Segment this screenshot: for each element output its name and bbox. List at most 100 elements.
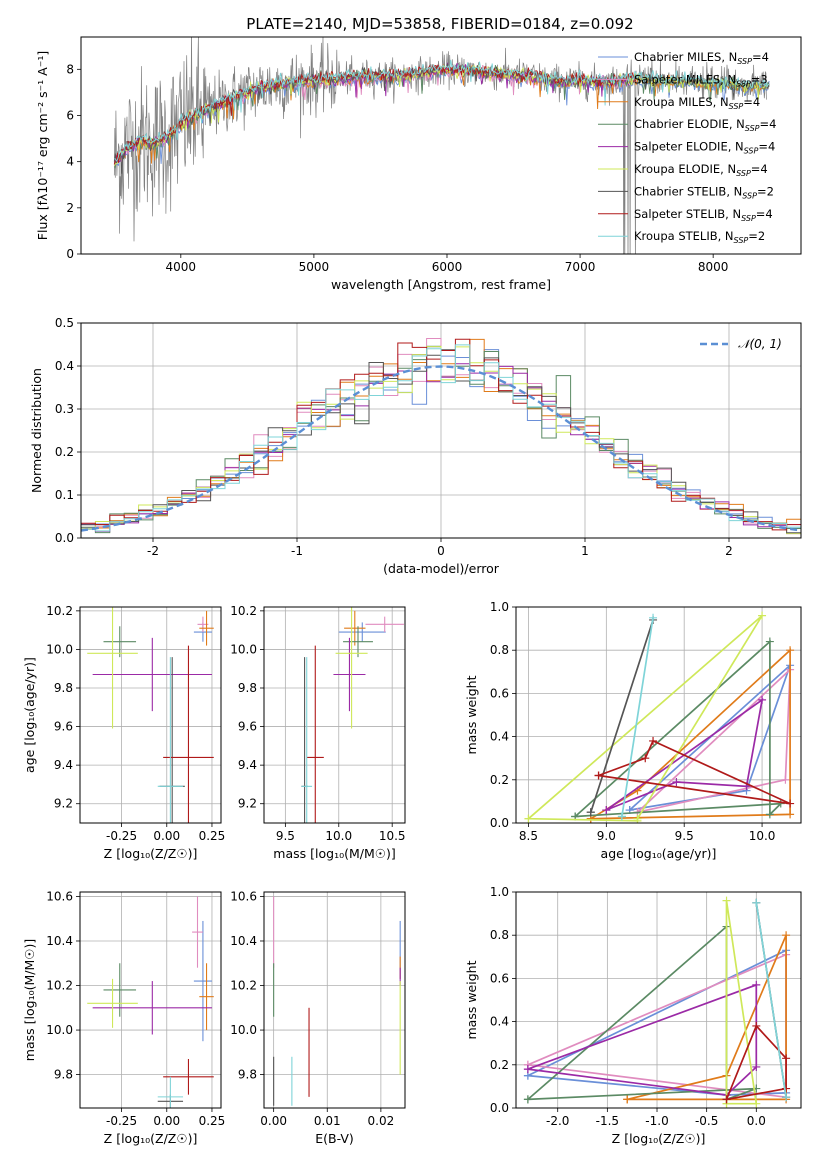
figure-title: PLATE=2140, MJD=53858, FIBERID=0184, z=0… xyxy=(246,15,633,33)
plot-area-residuals xyxy=(81,338,801,535)
errorbar-salpeter-stelib xyxy=(163,1059,214,1095)
y-tick-label: 9.8 xyxy=(238,681,257,695)
x-tick-label: -0.5 xyxy=(695,1114,718,1128)
y-tick-label: 10.0 xyxy=(46,1023,73,1037)
axes-weight_vs_age: 8.5 9.0 9.5 10.0 0.0 0.2 0.4 0.6 0.8 1.0 age [log₁… xyxy=(464,600,802,861)
legend-entry: Salpeter STELIB, NSSP=4 xyxy=(634,207,773,223)
x-axis-label: mass [log₁₀(M/M☉)] xyxy=(273,846,395,861)
y-axis-label: mass weight xyxy=(464,960,479,1039)
y-tick-label: 0.0 xyxy=(490,1101,509,1115)
errorbar-kroupa-stelib xyxy=(301,657,313,823)
y-tick-label: 1.0 xyxy=(490,600,509,614)
legend-entry: Chabrier ELODIE, NSSP=4 xyxy=(634,117,776,133)
data-point-marker xyxy=(523,1065,532,1074)
data-point-marker xyxy=(758,611,767,620)
y-tick-label: 0.4 xyxy=(490,730,509,744)
x-tick-label: 0.0 xyxy=(747,1114,766,1128)
y-tick-label: 10.0 xyxy=(46,642,73,656)
axes-age_vs_mass: 9.5 10.0 10.5 9.2 9.4 9.6 9.8 10.0 10.2 mass [log… xyxy=(230,604,406,861)
x-axis-label: age [log₁₀(age/yr)] xyxy=(601,846,717,861)
legend-entry: Kroupa STELIB, NSSP=2 xyxy=(634,229,765,245)
x-tick-label: 2 xyxy=(725,544,733,558)
plot-area-mass_vs_Z xyxy=(87,896,214,1108)
y-tick-label: 0.0 xyxy=(490,816,509,830)
y-tick-label: 9.8 xyxy=(54,681,73,695)
y-tick-label: 10.4 xyxy=(46,934,73,948)
errorbar-kroupa-elodie xyxy=(87,607,138,729)
errorbar-kroupa-elodie xyxy=(335,607,368,729)
x-tick-label: -2 xyxy=(147,544,159,558)
data-point-marker xyxy=(782,1084,791,1093)
x-tick-label: -0.25 xyxy=(106,1114,137,1128)
data-point-marker xyxy=(633,814,642,823)
plot-area-spectrum xyxy=(113,37,770,254)
errorbar-chabrier-elodie xyxy=(343,626,373,658)
y-tick-label: 9.4 xyxy=(54,758,73,772)
y-tick-label: 9.6 xyxy=(238,720,257,734)
legend-entry: 𝒩(0, 1) xyxy=(738,337,782,351)
axes-residuals: -2 -1 0 1 2 0.0 0.1 0.2 0.3 0.4 0.5 (data-model)/er… xyxy=(29,316,802,576)
errorbar-kroupa-miles xyxy=(199,610,214,646)
axes-frame xyxy=(515,891,802,1109)
plot-area-mass_vs_EBV xyxy=(273,896,401,1106)
legend-entry: Kroupa MILES, NSSP=4 xyxy=(634,95,760,111)
x-axis-label: Z [log₁₀(Z/Z☉)] xyxy=(104,846,198,861)
data-point-marker xyxy=(765,810,774,819)
y-tick-label: 2 xyxy=(66,201,74,215)
data-point-marker xyxy=(617,812,626,821)
x-tick-label: 0.00 xyxy=(153,829,180,843)
axes-weight_vs_Z: -2.0 -1.5 -1.0 -0.5 0.0 0.0 0.2 0.4 0.6 0.8 1.0 Z [… xyxy=(464,885,802,1146)
x-tick-label: 9.0 xyxy=(597,829,616,843)
data-point-marker xyxy=(758,695,767,704)
data-point-marker xyxy=(586,808,595,817)
errorbar-chabrier-elodie xyxy=(103,626,137,658)
axes-frame xyxy=(263,606,406,824)
axes-frame xyxy=(263,891,406,1109)
y-tick-label: 10.2 xyxy=(46,979,73,993)
errorbar-kroupa-miles xyxy=(199,963,214,1031)
x-tick-label: 9.5 xyxy=(675,829,694,843)
plot-area-weight_vs_age xyxy=(524,611,795,823)
data-point-marker xyxy=(786,646,795,655)
y-tick-label: 9.8 xyxy=(238,1068,257,1082)
y-axis-label: age [log₁₀(age/yr)] xyxy=(22,657,37,773)
y-tick-label: 0.8 xyxy=(490,643,509,657)
errorbar-kroupa-miles xyxy=(344,610,366,646)
data-point-marker xyxy=(623,1095,632,1104)
errorbar-salpeter-stelib xyxy=(306,645,324,823)
weight-series-kroupa-miles xyxy=(586,646,795,823)
data-point-marker xyxy=(776,799,785,808)
errorbar-salpeter-elodie xyxy=(92,981,212,1035)
data-point-marker xyxy=(524,814,533,823)
data-point-marker xyxy=(672,777,681,786)
data-point-marker xyxy=(782,1054,791,1063)
data-point-marker xyxy=(722,1095,731,1104)
y-tick-label: 10.2 xyxy=(230,979,257,993)
y-tick-label: 10.0 xyxy=(230,642,257,656)
data-point-marker xyxy=(786,810,795,819)
x-tick-label: 10.5 xyxy=(379,829,406,843)
errorbar-kroupa-elodie xyxy=(87,978,138,1028)
weight-series-kroupa-elodie xyxy=(524,611,767,823)
x-tick-label: 8.5 xyxy=(519,829,538,843)
x-tick-label: -1.0 xyxy=(645,1114,668,1128)
plot-area-age_vs_Z xyxy=(87,607,214,823)
legend-entry: Chabrier STELIB, NSSP=2 xyxy=(634,184,774,200)
errorbar-chabrier-miles xyxy=(338,622,386,642)
errorbar-salpeter-elodie xyxy=(333,637,366,712)
data-point-marker xyxy=(752,898,761,907)
weight-series-salpeter-stelib xyxy=(722,1021,791,1104)
data-point-marker xyxy=(594,771,603,780)
errorbar-salpeter-stelib xyxy=(163,645,214,823)
y-tick-label: 0.5 xyxy=(55,316,74,330)
x-tick-label: 0.02 xyxy=(368,1114,395,1128)
errorbar-chabrier-elodie xyxy=(103,963,137,1017)
y-tick-label: 9.2 xyxy=(238,797,257,811)
y-tick-label: 0.2 xyxy=(55,445,74,459)
y-tick-label: 1.0 xyxy=(490,885,509,899)
x-axis-label: wavelength [Angstrom, rest frame] xyxy=(331,277,551,292)
x-tick-label: 10.0 xyxy=(325,829,352,843)
y-tick-label: 6 xyxy=(66,108,74,122)
x-tick-label: -1.5 xyxy=(596,1114,619,1128)
data-point-marker xyxy=(752,1062,761,1071)
